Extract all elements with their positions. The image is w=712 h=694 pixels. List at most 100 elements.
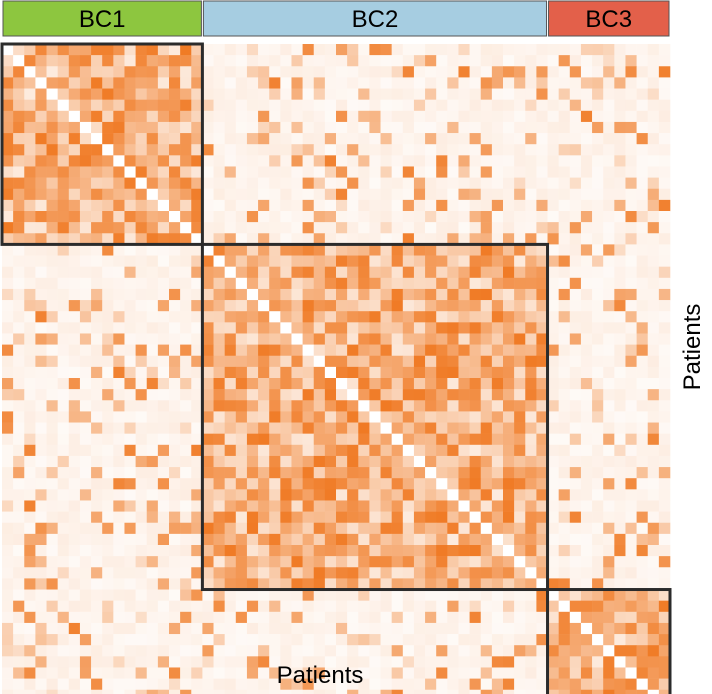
- heatmap-cell: [525, 222, 537, 234]
- heatmap-cell: [324, 366, 337, 379]
- heatmap-cell: [436, 455, 448, 468]
- cluster-bar-bc2: [202, 0, 548, 37]
- heatmap-cell: [525, 489, 537, 501]
- heatmap-cell: [580, 366, 593, 379]
- heatmap-cell: [503, 667, 515, 679]
- heatmap-cell: [146, 99, 159, 112]
- heatmap-cell: [536, 600, 548, 613]
- heatmap-cell: [558, 277, 571, 290]
- heatmap-cell: [636, 66, 649, 78]
- heatmap-cell: [413, 589, 426, 601]
- heatmap-cell: [658, 678, 671, 691]
- heatmap-cell: [91, 444, 103, 457]
- heatmap-cell: [647, 533, 660, 546]
- heatmap-cell: [458, 511, 470, 524]
- heatmap-cell: [213, 522, 225, 535]
- heatmap-cell: [592, 222, 604, 234]
- heatmap-cell: [603, 77, 615, 89]
- heatmap-cell: [291, 522, 303, 535]
- heatmap-cell: [57, 355, 70, 368]
- heatmap-cell: [2, 455, 14, 468]
- heatmap-cell: [391, 589, 404, 601]
- heatmap-cell: [269, 455, 281, 468]
- heatmap-cell: [514, 444, 526, 457]
- heatmap-cell: [458, 522, 470, 535]
- heatmap-cell: [280, 311, 292, 323]
- heatmap-cell: [291, 155, 303, 167]
- heatmap-cell: [569, 389, 582, 401]
- heatmap-cell: [146, 455, 159, 468]
- heatmap-cell: [614, 478, 626, 490]
- heatmap-cell: [592, 600, 604, 613]
- heatmap-cell: [213, 422, 225, 434]
- heatmap-cell: [57, 545, 70, 557]
- heatmap-cell: [569, 378, 582, 390]
- heatmap-cell: [592, 634, 604, 646]
- heatmap-cell: [647, 44, 660, 56]
- heatmap-cell: [402, 66, 415, 78]
- heatmap-cell: [124, 277, 136, 290]
- heatmap-cell: [336, 611, 348, 624]
- heatmap-cell: [514, 433, 526, 446]
- heatmap-cell: [636, 478, 649, 490]
- heatmap-cell: [258, 600, 270, 613]
- heatmap-cell: [324, 211, 337, 223]
- heatmap-cell: [46, 478, 58, 490]
- heatmap-cell: [313, 121, 326, 134]
- heatmap-cell: [636, 300, 649, 312]
- heatmap-cell: [614, 355, 626, 368]
- heatmap-cell: [157, 188, 170, 201]
- heatmap-cell: [24, 378, 36, 390]
- heatmap-cell: [202, 355, 214, 368]
- heatmap-cell: [258, 88, 270, 100]
- heatmap-cell: [213, 288, 225, 301]
- heatmap-cell: [458, 455, 470, 468]
- heatmap-cell: [224, 333, 237, 345]
- heatmap-cell: [358, 567, 370, 579]
- heatmap-cell: [636, 400, 649, 412]
- heatmap-cell: [402, 144, 415, 156]
- heatmap-cell: [113, 678, 125, 691]
- heatmap-cell: [180, 211, 192, 223]
- heatmap-cell: [380, 277, 392, 290]
- heatmap-cell: [580, 311, 593, 323]
- heatmap-cell: [647, 199, 660, 212]
- heatmap-cell: [79, 188, 92, 201]
- heatmap-cell: [625, 467, 637, 479]
- heatmap-cell: [425, 44, 437, 56]
- heatmap-cell: [169, 455, 181, 468]
- heatmap-cell: [2, 311, 14, 323]
- heatmap-cell: [558, 166, 571, 178]
- heatmap-cell: [413, 366, 426, 379]
- heatmap-cell: [213, 400, 225, 412]
- heatmap-cell: [447, 99, 459, 112]
- heatmap-cell: [124, 244, 136, 256]
- heatmap-cell: [636, 255, 649, 267]
- heatmap-cell: [402, 678, 415, 691]
- heatmap-cell: [580, 288, 593, 301]
- heatmap-cell: [380, 545, 392, 557]
- heatmap-cell: [658, 400, 671, 412]
- heatmap-cell: [169, 233, 181, 245]
- heatmap-cell: [336, 177, 348, 190]
- heatmap-cell: [68, 300, 81, 312]
- heatmap-cell: [213, 55, 225, 67]
- heatmap-cell: [569, 366, 582, 379]
- heatmap-cell: [146, 77, 159, 89]
- heatmap-cell: [391, 99, 404, 112]
- heatmap-cell: [224, 222, 237, 234]
- heatmap-cell: [291, 288, 303, 301]
- heatmap-cell: [135, 422, 148, 434]
- heatmap-cell: [358, 255, 370, 267]
- heatmap-cell: [91, 422, 103, 434]
- heatmap-cell: [324, 500, 337, 512]
- heatmap-cell: [269, 467, 281, 479]
- heatmap-cell: [358, 333, 370, 345]
- heatmap-cell: [269, 266, 281, 279]
- heatmap-cell: [258, 188, 270, 201]
- heatmap-cell: [57, 400, 70, 412]
- heatmap-cell: [614, 378, 626, 390]
- heatmap-cell: [592, 511, 604, 524]
- heatmap-cell: [536, 422, 548, 434]
- heatmap-cell: [580, 500, 593, 512]
